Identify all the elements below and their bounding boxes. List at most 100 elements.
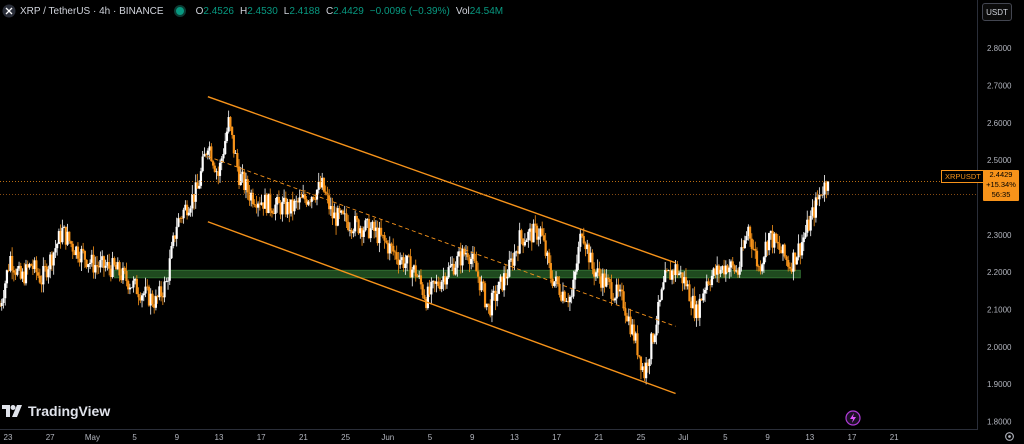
candle-up	[189, 208, 192, 213]
volume-value: 24.54M	[469, 5, 504, 17]
candle-down	[463, 248, 466, 255]
candle-down	[726, 265, 729, 273]
tradingview-logo[interactable]: TradingView	[2, 403, 110, 419]
candle-up	[811, 207, 814, 216]
candle-down	[799, 243, 802, 256]
candle-up	[172, 235, 175, 247]
candle-up	[88, 262, 92, 265]
candle-down	[603, 273, 606, 287]
candle-down	[179, 218, 182, 219]
candle-down	[693, 295, 696, 319]
candle-up	[321, 177, 324, 188]
candle-up	[702, 293, 705, 301]
candle-up	[508, 259, 511, 277]
candle-down	[324, 191, 327, 194]
candle-up	[206, 150, 209, 155]
candle-up	[431, 281, 435, 282]
candle-down	[210, 146, 213, 162]
candle-up	[366, 218, 369, 221]
candle-down	[816, 197, 819, 200]
candle-down	[549, 263, 552, 279]
candle-down	[643, 366, 646, 379]
candle-down	[790, 268, 793, 272]
candle-up	[710, 275, 714, 286]
candle-down	[534, 223, 537, 226]
candle-down	[774, 233, 778, 242]
candle-up	[329, 206, 332, 210]
candle-up	[735, 270, 738, 272]
candle-down	[776, 241, 779, 244]
candle-down	[251, 192, 255, 205]
candle-up	[513, 252, 516, 266]
settings-icon[interactable]	[1004, 431, 1015, 442]
candle-down	[211, 161, 215, 166]
open-value: 2.4526	[203, 5, 234, 17]
candle-up	[352, 231, 355, 234]
candle-down	[646, 362, 649, 367]
candle-down	[205, 153, 208, 155]
candle-down	[669, 270, 672, 280]
flash-icon[interactable]	[845, 410, 861, 426]
candle-up	[187, 212, 190, 216]
candle-countdown: 56:35	[991, 190, 1011, 199]
candle-up	[683, 277, 686, 284]
candle-down	[580, 233, 584, 237]
candle-down	[622, 291, 625, 309]
candle-down	[651, 333, 655, 343]
candle-down	[733, 265, 736, 272]
candle-down	[438, 286, 442, 290]
time-axis-tick-label: 5	[132, 433, 137, 442]
price-axis-tick-label: 2.8000	[987, 44, 1012, 53]
candle-down	[392, 245, 395, 252]
candle-down	[639, 356, 643, 371]
candle-up	[154, 296, 158, 308]
last-price-value: 2.4429	[989, 170, 1013, 179]
candle-down	[270, 210, 274, 214]
candle-up	[797, 243, 800, 258]
candle-up	[454, 267, 457, 275]
candle-down	[690, 301, 693, 308]
candle-down	[819, 194, 823, 196]
candle-up	[298, 197, 301, 203]
candle-down	[97, 266, 100, 268]
candle-up	[729, 261, 733, 268]
candle-up	[354, 216, 357, 232]
candle-down	[390, 243, 393, 246]
candle-down	[173, 235, 177, 239]
candle-up	[412, 265, 416, 270]
candle-down	[608, 279, 611, 283]
time-axis-tick-label: 9	[470, 433, 475, 442]
candle-down	[253, 204, 256, 205]
candle-up	[182, 209, 185, 219]
price-axis-tick-label: 2.0000	[987, 343, 1012, 352]
candle-up	[447, 267, 450, 278]
candle-down	[688, 284, 691, 302]
candle-down	[612, 298, 615, 301]
time-axis-tick-label: 21	[890, 433, 899, 442]
candle-down	[0, 305, 2, 307]
candle-down	[466, 253, 469, 258]
candle-up	[645, 362, 648, 379]
time-axis-tick-label: 5	[428, 433, 433, 442]
symbol-title[interactable]: XRP / TetherUS · 4h · BINANCE	[20, 5, 164, 17]
xrp-logo-icon[interactable]	[2, 4, 16, 18]
candle-up	[502, 273, 506, 291]
candle-up	[650, 333, 653, 360]
candle-up	[170, 246, 173, 259]
candle-up	[641, 366, 644, 371]
time-axis-tick-label: 17	[257, 433, 266, 442]
candle-down	[125, 270, 128, 282]
candle-up	[399, 260, 402, 265]
candle-down	[487, 303, 490, 306]
time-axis-tick-label: Jun	[381, 433, 394, 442]
currency-button[interactable]: USDT	[982, 3, 1012, 21]
candle-up	[660, 289, 663, 300]
candle-up	[445, 277, 449, 285]
candle-up	[457, 251, 461, 257]
candle-up	[16, 268, 19, 275]
candle-up	[451, 263, 454, 266]
candle-up	[698, 298, 701, 318]
candle-down	[504, 273, 507, 279]
candle-up	[703, 289, 707, 294]
